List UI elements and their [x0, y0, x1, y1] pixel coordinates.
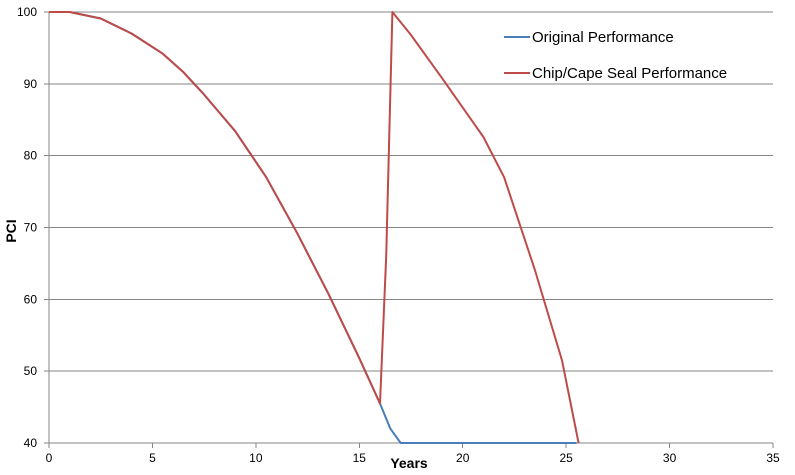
y-tick-label-70: 70 — [24, 221, 38, 235]
y-tick-label-100: 100 — [17, 5, 37, 19]
x-tick-label-15: 15 — [353, 451, 367, 465]
series-lines — [49, 11, 580, 444]
series-line-1 — [49, 11, 580, 444]
y-tick-label-60: 60 — [24, 292, 38, 306]
gridlines — [49, 11, 773, 372]
y-tick-label-50: 50 — [24, 364, 38, 378]
x-tick-label-25: 25 — [559, 451, 573, 465]
x-tick-label-10: 10 — [249, 451, 263, 465]
x-tick-label-35: 35 — [766, 451, 780, 465]
x-tick-label-30: 30 — [663, 451, 677, 465]
x-axis-title: Years — [390, 455, 428, 471]
x-tick-label-5: 5 — [149, 451, 156, 465]
legend-label-chip-cape-seal-performance: Chip/Cape Seal Performance — [532, 65, 727, 82]
tick-labels: 40 50 60 70 80 90 100 0 5 10 15 20 25 30 35 — [17, 5, 780, 465]
y-tick-label-80: 80 — [24, 149, 38, 163]
legend-label-original-performance: Original Performance — [532, 29, 674, 46]
x-tick-label-0: 0 — [46, 451, 53, 465]
y-axis-title: PCI — [3, 219, 19, 242]
y-tick-label-90: 90 — [24, 77, 38, 91]
x-tick-label-20: 20 — [456, 451, 470, 465]
y-tick-label-40: 40 — [24, 436, 38, 450]
legend: Original Performance Chip/Cape Seal Perf… — [504, 29, 727, 82]
